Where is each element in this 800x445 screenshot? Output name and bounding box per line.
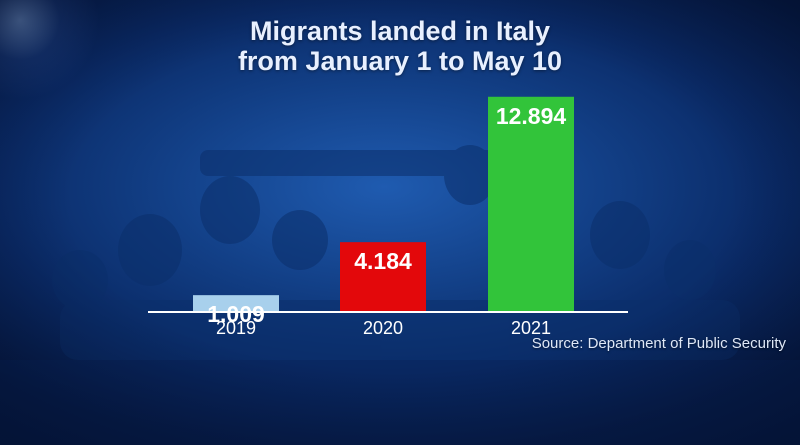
value-label-2019: 1.009	[207, 301, 265, 327]
chart-title-line1: Migrants landed in Italy	[249, 16, 551, 46]
source-note: Source: Department of Public Security	[531, 335, 786, 352]
chart-title-line2: from January 1 to May 10	[237, 46, 563, 76]
bar-2020	[340, 242, 426, 312]
value-label-2020: 4.184	[354, 248, 412, 274]
value-label-2021: 12.894	[496, 103, 567, 129]
x-tick-label-2019: 2019	[216, 318, 256, 338]
bar-2021	[488, 96, 574, 313]
x-tick-label-2021: 2021	[511, 318, 551, 338]
bars-group	[193, 96, 574, 313]
bar-2019	[193, 295, 279, 312]
x-tick-label-2020: 2020	[363, 318, 403, 338]
